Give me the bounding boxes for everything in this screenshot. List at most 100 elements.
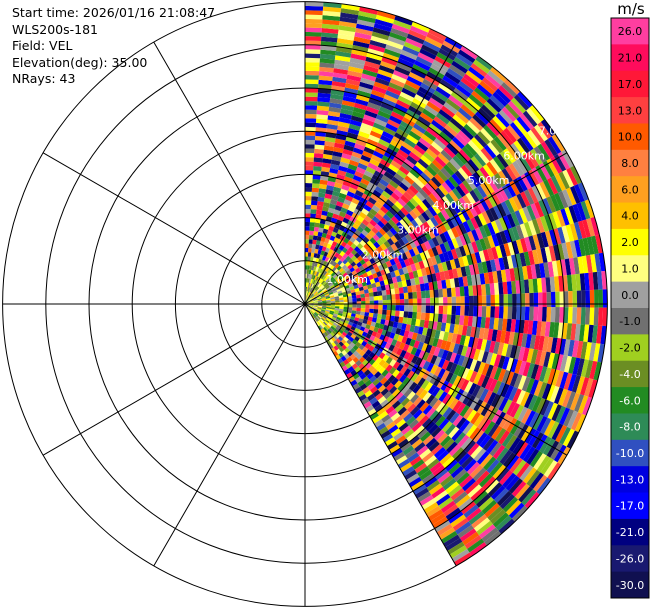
gate <box>313 166 322 172</box>
gate <box>362 285 369 291</box>
gate <box>454 450 468 463</box>
gate <box>318 227 324 233</box>
gate <box>318 71 334 77</box>
gate <box>436 493 451 506</box>
gate <box>382 402 392 411</box>
gate <box>371 89 386 99</box>
gate <box>467 231 476 243</box>
colorbar-segment-12 <box>611 334 649 362</box>
gate <box>393 172 405 183</box>
gate <box>401 252 408 261</box>
gate <box>319 291 324 296</box>
colorbar-tick-4: 10.0 <box>618 131 643 144</box>
gate <box>412 246 420 256</box>
gate <box>444 206 454 218</box>
gate <box>516 293 521 307</box>
gate <box>477 349 485 362</box>
gate <box>483 236 492 250</box>
gate <box>403 83 419 95</box>
colorbar-segment-10 <box>611 281 649 309</box>
gate <box>326 299 331 302</box>
gate <box>408 184 419 195</box>
gate <box>403 400 414 410</box>
gate <box>360 293 366 298</box>
gate <box>320 329 325 334</box>
gate <box>535 183 547 200</box>
gate <box>400 194 410 204</box>
gate <box>469 397 480 410</box>
gate <box>371 415 382 424</box>
gate <box>309 226 315 232</box>
gate <box>431 159 444 171</box>
gate <box>477 150 490 165</box>
gate <box>484 530 502 546</box>
gate <box>353 193 362 201</box>
gate <box>420 267 427 277</box>
gate <box>417 158 429 169</box>
colorbar-tick-0: 26.0 <box>618 25 643 38</box>
gate <box>337 38 354 45</box>
gate <box>404 224 413 234</box>
gate <box>527 320 534 335</box>
gate <box>425 372 434 383</box>
gate <box>428 440 440 452</box>
gate <box>345 249 352 256</box>
gate <box>389 31 407 42</box>
gate <box>305 18 323 24</box>
gate <box>425 148 438 160</box>
gate <box>385 289 391 296</box>
gate <box>458 223 468 235</box>
gate <box>387 119 401 129</box>
gate <box>351 178 361 186</box>
gate <box>406 75 423 87</box>
gate <box>546 196 557 213</box>
gate <box>520 426 533 442</box>
gate <box>350 243 357 250</box>
gate <box>397 57 414 68</box>
gate <box>353 258 360 265</box>
gate <box>337 125 349 133</box>
gate <box>571 375 581 393</box>
gate <box>321 246 327 252</box>
gate <box>555 370 565 388</box>
gate <box>323 251 329 257</box>
gate <box>399 349 407 358</box>
gate <box>343 199 352 206</box>
gate <box>567 307 573 324</box>
gate <box>404 469 418 480</box>
gate <box>589 289 595 308</box>
gate <box>478 473 493 488</box>
gate <box>377 182 387 191</box>
gate <box>479 434 492 449</box>
gate <box>330 244 336 251</box>
gate <box>580 359 589 378</box>
gate <box>394 380 403 389</box>
ray-20 <box>305 199 595 304</box>
gate <box>424 455 437 467</box>
gate <box>553 228 562 245</box>
gate <box>361 340 368 347</box>
gate <box>319 324 324 330</box>
gate <box>463 123 478 138</box>
gate <box>410 67 427 79</box>
gate <box>375 381 383 390</box>
gate <box>454 277 460 288</box>
gate <box>339 188 349 196</box>
gate <box>313 280 318 285</box>
gate <box>363 114 376 123</box>
gate <box>359 6 378 15</box>
gate <box>410 480 425 492</box>
gate <box>311 283 314 289</box>
gate <box>489 118 504 134</box>
gate <box>320 175 329 181</box>
gate <box>375 14 395 24</box>
gate <box>340 355 347 362</box>
gate <box>388 366 397 375</box>
gate <box>319 219 326 225</box>
gate <box>374 18 394 28</box>
gate <box>433 90 449 103</box>
gate <box>481 375 490 389</box>
gate <box>348 283 354 288</box>
gate <box>489 461 503 477</box>
gate <box>536 455 551 473</box>
